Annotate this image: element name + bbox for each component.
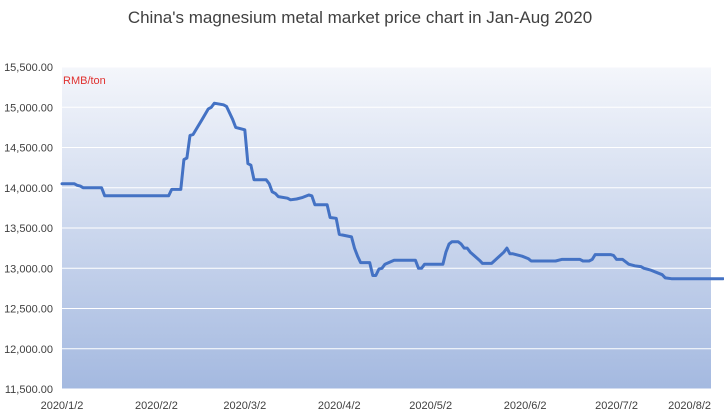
gridlines xyxy=(62,66,711,390)
y-tick-label: 11,500.00 xyxy=(5,384,53,396)
y-axis-tick-labels: 11,500.00 12,000.00 12,500.00 13,000.00 13,5… xyxy=(4,62,53,396)
x-tick-label: 2020/7/2 xyxy=(595,400,638,412)
y-tick-label: 14,500.00 xyxy=(4,143,53,155)
x-tick-label: 2020/8/2 xyxy=(668,400,711,412)
x-tick-label: 2020/3/2 xyxy=(223,400,266,412)
y-tick-label: 12,500.00 xyxy=(4,304,53,316)
y-tick-label: 13,000.00 xyxy=(4,263,53,275)
x-axis-tick-labels: 2020/1/2 2020/2/2 2020/3/2 2020/4/2 2020/5/2… xyxy=(41,400,711,412)
chart-title: China's magnesium metal market price cha… xyxy=(128,8,592,27)
y-tick-label: 14,000.00 xyxy=(4,183,53,195)
price-series-line xyxy=(60,101,724,281)
x-tick-label: 2020/2/2 xyxy=(135,400,178,412)
x-tick-label: 2020/4/2 xyxy=(318,400,361,412)
x-tick-label: 2020/6/2 xyxy=(504,400,547,412)
y-tick-label: 12,000.00 xyxy=(4,344,53,356)
y-tick-label: 15,000.00 xyxy=(4,102,53,114)
y-tick-label: 13,500.00 xyxy=(4,223,53,235)
y-tick-label: 15,500.00 xyxy=(4,62,53,74)
unit-label: RMB/ton xyxy=(63,75,106,87)
x-tick-label: 2020/5/2 xyxy=(409,400,452,412)
x-tick-label: 2020/1/2 xyxy=(41,400,84,412)
